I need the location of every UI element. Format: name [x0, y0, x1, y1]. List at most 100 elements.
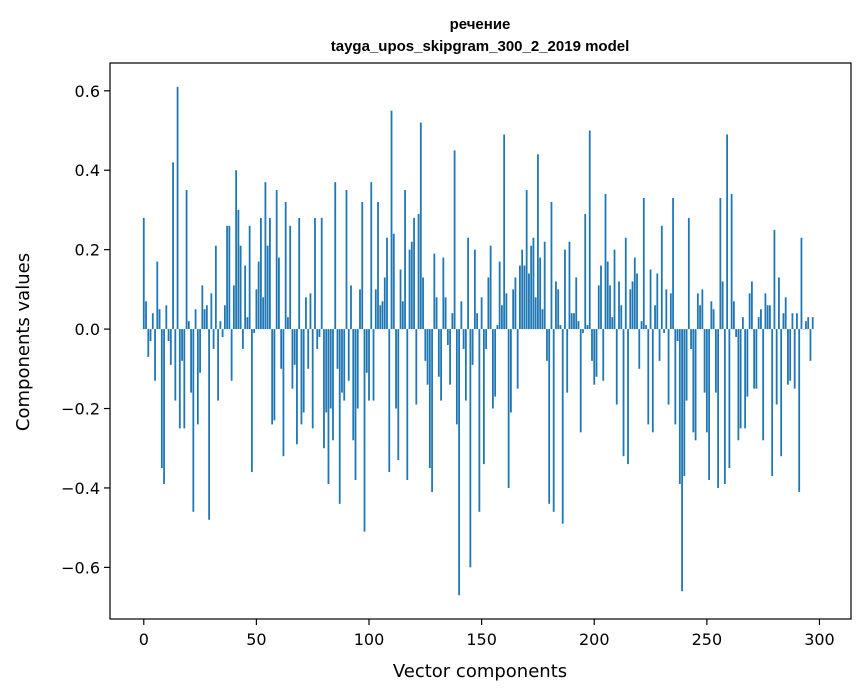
- bar-128: [431, 329, 433, 492]
- bar-63: [284, 202, 287, 330]
- bar-45: [244, 265, 247, 330]
- bar-216: [629, 289, 632, 330]
- bar-286: [787, 329, 789, 385]
- bar-58: [273, 329, 276, 421]
- bar-244: [692, 329, 695, 433]
- bar-17: [181, 329, 183, 361]
- bar-109: [388, 329, 391, 473]
- bar-77: [316, 329, 319, 349]
- bar-212: [620, 305, 623, 330]
- bar-93: [352, 329, 355, 441]
- bar-152: [485, 329, 488, 349]
- bar-131: [437, 329, 440, 377]
- bar-91: [347, 329, 350, 381]
- y-tick-label-5: 0.4: [75, 161, 100, 180]
- bar-243: [690, 329, 692, 349]
- bar-270: [751, 281, 753, 330]
- bar-245: [694, 329, 697, 441]
- bar-111: [392, 233, 395, 330]
- bar-289: [793, 329, 796, 389]
- bar-80: [323, 329, 325, 449]
- bar-287: [789, 329, 792, 381]
- bar-156: [494, 329, 497, 397]
- bar-83: [329, 329, 332, 409]
- bar-192: [575, 277, 578, 330]
- bar-36: [223, 305, 226, 330]
- bar-239: [681, 329, 683, 592]
- bar-235: [672, 198, 674, 330]
- bar-234: [669, 293, 672, 330]
- bar-66: [291, 329, 294, 389]
- bar-184: [557, 289, 560, 330]
- bar-191: [573, 313, 575, 330]
- bar-9: [163, 329, 165, 484]
- bar-291: [798, 329, 801, 492]
- bar-124: [422, 277, 424, 330]
- y-axis-ticks: −0.6 −0.4 −0.2 0.0 0.2 0.4 0.6: [61, 82, 110, 577]
- bar-160: [503, 134, 506, 330]
- bar-282: [778, 277, 780, 330]
- bar-73: [307, 329, 310, 369]
- bar-133: [442, 257, 445, 330]
- bar-163: [510, 329, 512, 413]
- bar-167: [519, 265, 521, 330]
- bar-105: [379, 305, 382, 330]
- bar-206: [606, 261, 609, 330]
- bar-280: [773, 229, 776, 330]
- bar-230: [660, 225, 663, 330]
- x-tick-label-0: 0: [139, 630, 149, 649]
- bar-40: [232, 285, 235, 330]
- bar-240: [683, 329, 686, 477]
- bar-266: [741, 317, 744, 330]
- bar-127: [428, 329, 431, 469]
- bar-224: [647, 329, 650, 425]
- y-tick-label-2: −0.2: [61, 400, 100, 419]
- bar-44: [241, 329, 244, 349]
- bar-140: [458, 329, 460, 596]
- bar-59: [275, 190, 278, 330]
- bar-146: [471, 329, 474, 365]
- bar-263: [735, 329, 738, 338]
- bar-197: [586, 325, 589, 330]
- bar-38: [228, 225, 231, 330]
- bar-164: [512, 289, 515, 330]
- bar-78: [318, 329, 321, 338]
- bar-271: [753, 329, 756, 389]
- x-tick-label-100: 100: [354, 630, 385, 649]
- bar-149: [478, 329, 481, 512]
- bar-55: [266, 245, 269, 330]
- bar-166: [516, 329, 519, 389]
- bar-3: [149, 329, 152, 341]
- bar-46: [246, 317, 249, 330]
- bar-281: [775, 329, 778, 405]
- bar-161: [505, 293, 508, 330]
- bar-8: [160, 329, 163, 469]
- bar-108: [386, 237, 388, 330]
- bar-107: [383, 277, 386, 330]
- bar-252: [710, 301, 713, 330]
- bar-103: [374, 289, 377, 330]
- bar-189: [568, 241, 571, 330]
- x-tick-label-300: 300: [804, 630, 835, 649]
- bar-177: [541, 309, 544, 330]
- bar-246: [696, 293, 699, 330]
- bar-62: [282, 329, 285, 457]
- bar-130: [435, 297, 438, 330]
- bar-139: [455, 329, 458, 425]
- y-tick-label-3: 0.0: [75, 320, 100, 339]
- bar-151: [482, 329, 485, 465]
- bar-57: [271, 329, 274, 425]
- bar-56: [269, 217, 271, 330]
- bar-236: [674, 329, 677, 425]
- bar-7: [158, 309, 161, 330]
- bar-122: [417, 213, 420, 330]
- bar-297: [811, 317, 814, 330]
- bar-86: [336, 329, 339, 369]
- bar-207: [609, 285, 611, 330]
- bar-48: [250, 329, 253, 473]
- bar-211: [618, 281, 620, 330]
- bar-75: [311, 329, 314, 429]
- bar-87: [338, 329, 341, 504]
- bar-141: [460, 301, 463, 330]
- bar-69: [298, 217, 301, 330]
